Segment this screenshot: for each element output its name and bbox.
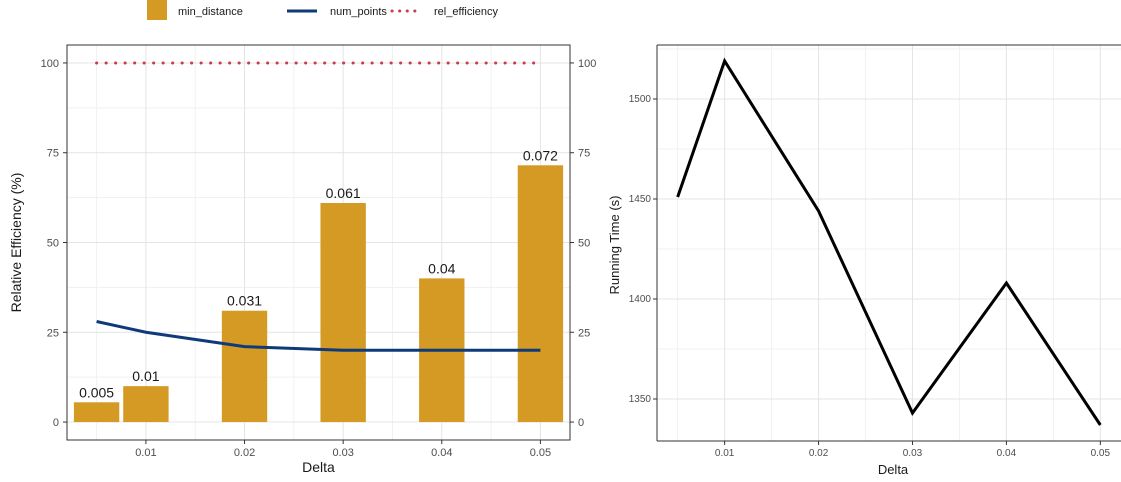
x-axis-title: Delta — [302, 459, 335, 475]
y-tick-label: 1400 — [629, 294, 652, 305]
x-axis-title: Delta — [878, 462, 909, 477]
y-tick-label: 0 — [53, 417, 59, 429]
y2-tick-label: 25 — [578, 327, 590, 339]
y2-tick-label: 100 — [578, 58, 596, 70]
bar-min-distance — [73, 402, 120, 423]
x-tick-label: 0.01 — [715, 448, 735, 459]
y-tick-label: 75 — [47, 148, 59, 160]
bar-min-distance — [123, 386, 169, 423]
y-axis-title: Running Time (s) — [607, 196, 622, 295]
x-tick-label: 0.03 — [332, 447, 353, 459]
bar-data-label: 0.04 — [428, 260, 455, 276]
legend-label: num_points — [330, 6, 387, 18]
bar-min-distance — [517, 165, 564, 423]
efficiency-chart: min_distance num_points rel_efficiency 0.00… — [8, 0, 596, 475]
bar-data-label: 0.005 — [79, 384, 114, 400]
y-tick-label: 1450 — [629, 194, 652, 205]
y2-tick-label: 75 — [578, 148, 590, 160]
y-tick-label: 50 — [47, 238, 59, 250]
legend-key-bar — [147, 0, 167, 20]
y-axis-title: Relative Efficiency (%) — [8, 173, 24, 313]
bar-min-distance — [320, 203, 366, 423]
x-tick-label: 0.01 — [135, 447, 156, 459]
x-tick-label: 0.04 — [997, 448, 1017, 459]
x-tick-label: 0.02 — [809, 448, 829, 459]
bar-data-label: 0.01 — [132, 368, 159, 384]
legend-item-num-points: num_points — [287, 6, 387, 18]
y2-tick-label: 50 — [578, 238, 590, 250]
line-running-time — [676, 57, 1102, 426]
x-tick-label: 0.04 — [431, 447, 452, 459]
gridlines — [67, 45, 570, 440]
legend-label: min_distance — [178, 6, 243, 18]
legend-item-rel-efficiency: rel_efficiency — [390, 6, 498, 18]
x-tick-label: 0.02 — [234, 447, 255, 459]
x-tick-label: 0.05 — [530, 447, 551, 459]
y2-tick-label: 0 — [578, 417, 584, 429]
y-tick-label: 25 — [47, 327, 59, 339]
x-tick-label: 0.05 — [1091, 448, 1111, 459]
legend-label: rel_efficiency — [434, 6, 498, 18]
bar-min-distance — [221, 310, 268, 423]
legend-item-min-distance: min_distance — [147, 0, 243, 20]
bar-data-label: 0.072 — [523, 147, 558, 163]
x-tick-label: 0.03 — [903, 448, 923, 459]
bar-data-label: 0.061 — [326, 185, 361, 201]
y-tick-label: 1500 — [629, 94, 652, 105]
line-num-points — [96, 320, 541, 352]
y-tick-label: 100 — [41, 58, 59, 70]
y-tick-label: 1350 — [629, 394, 652, 405]
gridlines — [657, 45, 1121, 441]
bar-data-label: 0.031 — [227, 293, 262, 309]
